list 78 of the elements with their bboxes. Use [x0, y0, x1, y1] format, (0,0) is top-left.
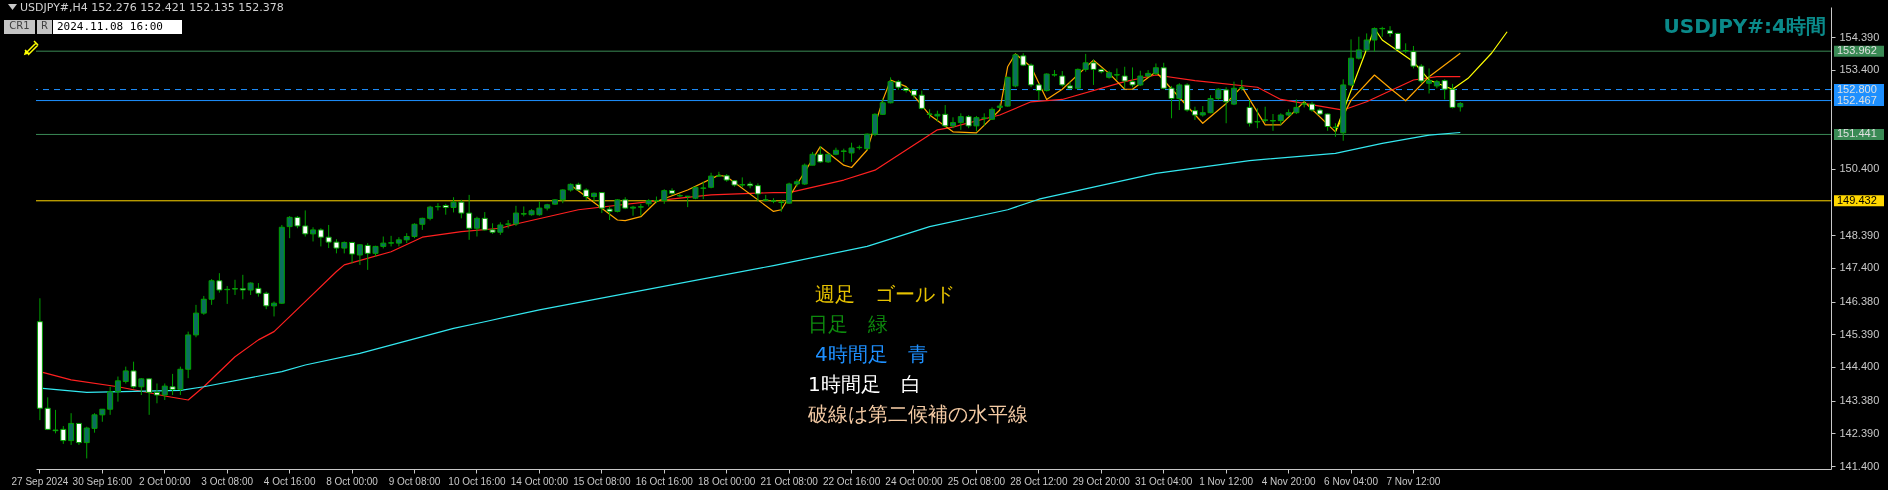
y-tick-label: 148.390 — [1839, 228, 1880, 241]
x-tick-label: 27 Sep 2024 — [11, 475, 69, 487]
text: CR1 — [4, 20, 35, 34]
y-tick-label: 150.400 — [1839, 162, 1880, 175]
ref-line-label: 153.962 — [1837, 44, 1877, 57]
x-tick-label: 14 Oct 00:00 — [510, 475, 569, 487]
candlestick — [715, 171, 722, 178]
y-tick-label: 142.390 — [1839, 426, 1880, 439]
y-tick-label: 146.380 — [1839, 295, 1880, 308]
candlestick — [271, 301, 278, 317]
annotation: 週足 ゴールド — [815, 282, 955, 306]
candlestick — [466, 194, 473, 241]
ref-line-label: 151.441 — [1837, 127, 1877, 140]
candlestick — [388, 235, 395, 247]
y-tick-label: 154.390 — [1839, 30, 1880, 43]
chart-subtitle: USDJPY#:4時間 — [1663, 14, 1826, 38]
ref-line-label: 152.467 — [1837, 93, 1877, 106]
x-tick-label: 21 Oct 08:00 — [760, 475, 819, 487]
candlestick — [754, 182, 761, 203]
y-tick-label: 145.390 — [1839, 327, 1880, 340]
x-tick-label: 8 Oct 00:00 — [326, 475, 379, 487]
candlestick — [68, 412, 75, 446]
candlestick — [793, 178, 800, 188]
candlestick — [1035, 82, 1042, 101]
candlestick — [153, 382, 160, 404]
candlestick — [356, 243, 363, 266]
x-tick-label: 25 Oct 08:00 — [947, 475, 1006, 487]
y-tick-label: 153.400 — [1839, 63, 1880, 76]
candlestick — [1113, 67, 1120, 81]
x-tick-label: 3 Oct 08:00 — [201, 475, 254, 487]
x-tick-label: 10 Oct 16:00 — [448, 475, 507, 487]
x-tick-label: 1 Nov 12:00 — [1199, 475, 1254, 487]
candlestick — [512, 205, 519, 227]
candlestick — [1191, 106, 1198, 121]
chart-title: USDJPY#,H4 152.276 152.421 152.135 152.378 — [20, 1, 284, 14]
candlestick — [1269, 113, 1276, 132]
x-tick-label: 9 Oct 08:00 — [388, 475, 441, 487]
x-tick-label: 6 Nov 04:00 — [1324, 475, 1379, 487]
candlestick — [317, 227, 324, 247]
annotation: 日足 緑 — [808, 312, 888, 336]
candlestick — [1426, 67, 1433, 95]
x-tick-label: 2 Oct 00:00 — [138, 475, 192, 487]
x-tick-label: 28 Oct 12:00 — [1010, 475, 1068, 487]
x-tick-label: 18 Oct 00:00 — [698, 475, 756, 487]
candlestick — [107, 386, 114, 416]
x-tick-label: 29 Oct 20:00 — [1072, 475, 1131, 487]
annotation: 2024.11.08 16:00 — [53, 20, 182, 34]
annotation: 4時間足 青 — [815, 342, 928, 366]
candlestick — [591, 192, 598, 203]
x-tick-label: 15 Oct 08:00 — [573, 475, 631, 487]
x-tick-label: 4 Nov 20:00 — [1261, 475, 1316, 487]
candlestick — [630, 205, 637, 217]
candlestick — [473, 216, 480, 238]
candlestick — [871, 112, 878, 137]
x-tick-label: 24 Oct 00:00 — [885, 475, 944, 487]
x-tick-label: 30 Sep 16:00 — [72, 475, 133, 487]
x-tick-label: 22 Oct 16:00 — [822, 475, 881, 487]
candlestick — [192, 304, 199, 338]
x-tick-label: 16 Oct 16:00 — [635, 475, 694, 487]
y-tick-label: 141.400 — [1839, 459, 1880, 472]
ref-line-label: 152.800 — [1837, 82, 1877, 95]
ref-line-label: 149.432 — [1837, 193, 1877, 206]
annotation: R — [37, 20, 52, 34]
candlestick — [114, 376, 121, 403]
x-tick-label: 4 Oct 16:00 — [263, 475, 316, 487]
candlestick — [950, 116, 957, 129]
candlestick — [232, 279, 239, 296]
x-tick-label: 7 Nov 12:00 — [1386, 475, 1441, 487]
y-tick-label: 143.380 — [1839, 394, 1880, 407]
candlestick — [1387, 25, 1394, 38]
x-tick-label: 31 Oct 04:00 — [1135, 475, 1193, 487]
candlestick — [1028, 62, 1035, 88]
annotation: 破線は第二候補の水平線 — [808, 402, 1028, 426]
candlestick — [310, 226, 317, 242]
y-tick-label: 147.400 — [1839, 261, 1880, 274]
candlestick — [75, 422, 82, 446]
annotation: 1時間足 白 — [808, 372, 921, 396]
y-tick-label: 144.400 — [1839, 360, 1880, 373]
